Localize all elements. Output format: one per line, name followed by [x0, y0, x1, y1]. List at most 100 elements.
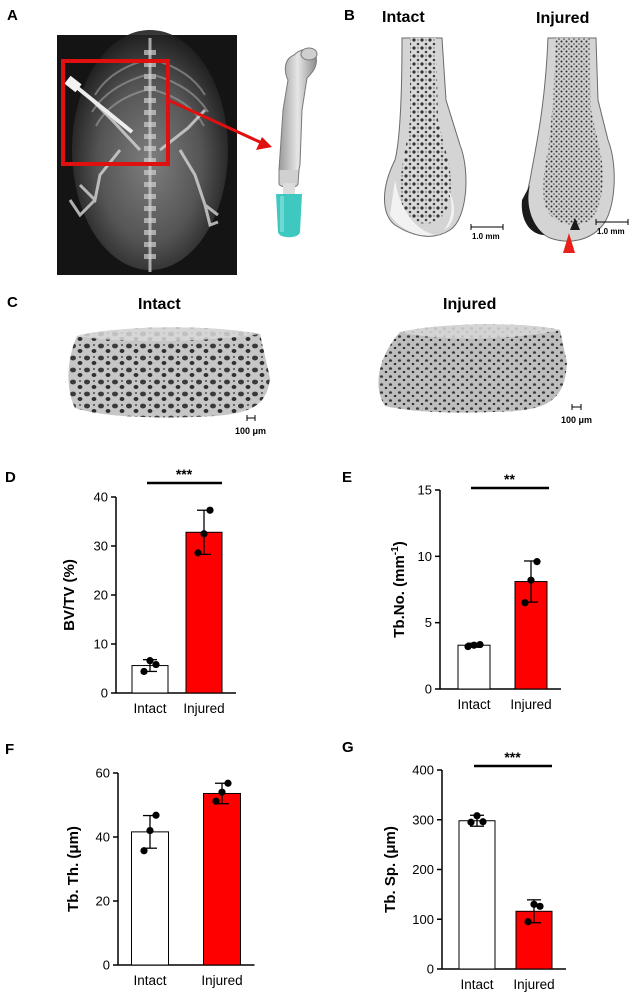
bar-intact: [458, 820, 496, 970]
category-label-intact: Intact: [133, 973, 166, 988]
y-axis-label: BV/TV (%): [61, 559, 78, 631]
y-tick-label: 60: [96, 766, 110, 781]
injured-scale-bar: [571, 404, 582, 410]
category-label-intact: Intact: [460, 977, 493, 992]
chart-d: D 0 10 20 30 40 Intact Injured BV/TV (%) ***: [5, 466, 236, 716]
data-point: [470, 641, 478, 649]
scale-label-c-right: 100 μm: [561, 415, 593, 425]
y-tick-label: 20: [96, 894, 110, 909]
data-point: [527, 576, 535, 584]
panel-letter-f: F: [5, 741, 14, 758]
scale-label-b-right: 1.0 mm: [597, 227, 625, 236]
injured-femur-section: [521, 37, 615, 242]
intact-femur-section: [384, 37, 467, 237]
xray-image: [57, 30, 237, 275]
y-axis-label: Tb. Th. (μm): [65, 826, 82, 912]
data-point: [140, 847, 148, 855]
chart-f: F 0 20 40 60 Intact Injured Tb. Th. (μm): [5, 741, 255, 988]
significance-stars: ***: [504, 749, 521, 765]
scale-label-b-left: 1.0 mm: [472, 232, 500, 241]
scale-label-c-left: 100 μm: [235, 426, 267, 436]
y-tick-label: 200: [412, 862, 434, 877]
data-point: [224, 779, 232, 787]
femur-image: [276, 47, 318, 238]
data-point: [212, 797, 220, 805]
data-point: [476, 640, 484, 649]
data-point: [218, 788, 226, 796]
injured-trabecular-block: [378, 324, 567, 413]
y-axis-label: Tb.No. (mm-1): [390, 541, 408, 637]
category-label-injured: Injured: [513, 977, 554, 992]
y-axis-label: Tb. Sp. (μm): [382, 826, 399, 913]
bar-injured: [203, 792, 241, 966]
needle: [72, 83, 134, 134]
bar-intact: [457, 644, 491, 690]
panel-letter-a: A: [7, 7, 18, 24]
panel-b-label-injured: Injured: [536, 10, 590, 27]
y-tick-label: 20: [94, 588, 108, 603]
data-point: [140, 667, 148, 676]
panel-letter-d: D: [5, 469, 16, 486]
category-label-injured: Injured: [510, 697, 551, 712]
data-point: [152, 660, 160, 669]
panel-c-label-injured: Injured: [443, 296, 497, 313]
data-point: [194, 549, 202, 557]
panel-letter-c: C: [7, 294, 18, 311]
panel-c-figure: [68, 324, 582, 421]
y-tick-label: 40: [94, 490, 108, 505]
data-point: [479, 818, 487, 826]
data-point: [152, 811, 160, 819]
bar-charts: D 0 10 20 30 40 Intact Injured BV/TV (%) *** E 0 5 1…: [5, 466, 566, 992]
scale-bar-b-left: [470, 224, 504, 230]
y-tick-label: 0: [103, 958, 110, 973]
data-point: [206, 506, 214, 514]
data-point: [200, 530, 208, 538]
panel-letter-g: G: [342, 739, 354, 756]
panel-letter-b: B: [344, 7, 355, 24]
data-point: [467, 818, 475, 826]
data-point: [533, 558, 541, 566]
bar-intact: [131, 831, 169, 966]
category-label-injured: Injured: [201, 973, 242, 988]
chart-e: E 0 5 10 15 Intact Injured Tb.No. (mm-1) **: [342, 469, 561, 712]
intact-scale-bar: [246, 415, 256, 421]
y-tick-label: 400: [412, 763, 434, 778]
data-point: [473, 812, 481, 820]
data-point: [146, 827, 154, 835]
scale-bar-b-right: [595, 219, 629, 225]
y-tick-label: 0: [425, 682, 432, 697]
category-label-injured: Injured: [183, 701, 224, 716]
category-label-intact: Intact: [457, 697, 490, 712]
needle-hub: [276, 194, 302, 238]
y-tick-label: 40: [96, 830, 110, 845]
significance-stars: ***: [176, 466, 193, 482]
y-tick-label: 100: [412, 912, 434, 927]
data-point: [146, 657, 154, 665]
chart-g: G 0 100 200 300 400 Intact Injured Tb. Sp. (μm) *…: [342, 739, 566, 992]
y-tick-label: 30: [94, 539, 108, 554]
data-point: [521, 599, 529, 607]
injury-site-arrow: [563, 233, 575, 253]
intact-trabecular-block: [68, 327, 270, 418]
y-tick-label: 10: [94, 637, 108, 652]
y-tick-label: 5: [425, 615, 432, 630]
y-tick-label: 0: [101, 686, 108, 701]
category-label-intact: Intact: [133, 701, 166, 716]
y-tick-label: 300: [412, 812, 434, 827]
panel-a-figure: [57, 30, 318, 275]
y-tick-label: 15: [418, 483, 432, 498]
panel-c-label-intact: Intact: [138, 296, 181, 313]
significance-stars: **: [504, 471, 515, 487]
bar-injured: [185, 531, 223, 694]
data-point: [530, 900, 538, 908]
selection-box: [61, 59, 170, 166]
panel-letter-e: E: [342, 469, 352, 486]
data-point: [524, 918, 532, 926]
panel-b-figure: [384, 37, 629, 253]
panel-b-label-intact: Intact: [382, 9, 425, 26]
zoom-arrow: [167, 98, 263, 145]
data-point: [464, 642, 472, 651]
y-tick-label: 0: [427, 962, 434, 977]
y-tick-label: 10: [418, 549, 432, 564]
data-point: [536, 902, 544, 910]
